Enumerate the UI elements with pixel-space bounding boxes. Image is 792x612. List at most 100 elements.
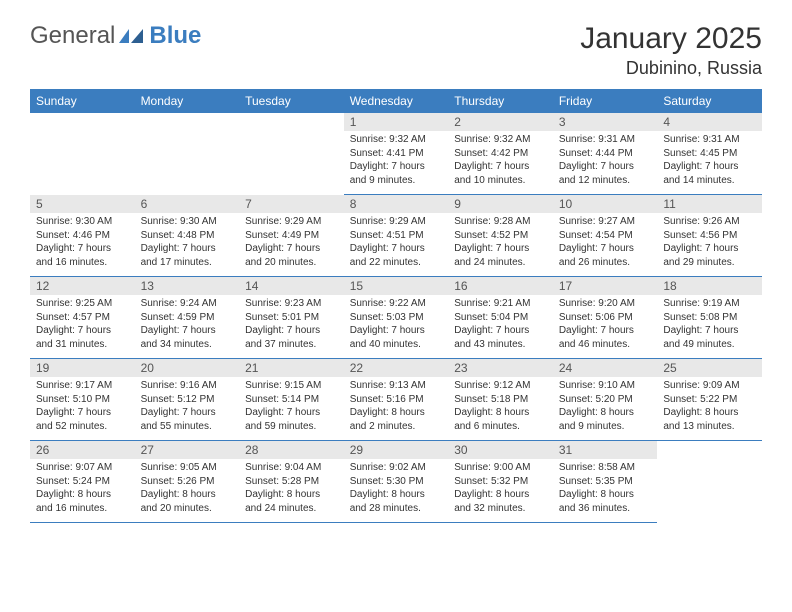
day-content: Sunrise: 9:31 AMSunset: 4:45 PMDaylight:… bbox=[657, 131, 762, 187]
daylight: Daylight: 7 hours and 24 minutes. bbox=[454, 242, 547, 269]
sunset: Sunset: 4:56 PM bbox=[663, 229, 756, 243]
daylight: Daylight: 7 hours and 49 minutes. bbox=[663, 324, 756, 351]
sunset: Sunset: 5:08 PM bbox=[663, 311, 756, 325]
calendar-cell: 22Sunrise: 9:13 AMSunset: 5:16 PMDayligh… bbox=[344, 359, 449, 441]
daylight: Daylight: 7 hours and 40 minutes. bbox=[350, 324, 443, 351]
daylight: Daylight: 8 hours and 28 minutes. bbox=[350, 488, 443, 515]
sunrise: Sunrise: 9:15 AM bbox=[245, 379, 338, 393]
weekday-header: Sunday bbox=[30, 89, 135, 113]
day-content: Sunrise: 9:32 AMSunset: 4:42 PMDaylight:… bbox=[448, 131, 553, 187]
day-number: 27 bbox=[135, 441, 240, 459]
sunrise: Sunrise: 9:20 AM bbox=[559, 297, 652, 311]
calendar-cell: 16Sunrise: 9:21 AMSunset: 5:04 PMDayligh… bbox=[448, 277, 553, 359]
daylight: Daylight: 8 hours and 13 minutes. bbox=[663, 406, 756, 433]
day-number: 17 bbox=[553, 277, 658, 295]
daylight: Daylight: 8 hours and 20 minutes. bbox=[141, 488, 234, 515]
day-content: Sunrise: 9:22 AMSunset: 5:03 PMDaylight:… bbox=[344, 295, 449, 351]
sunset: Sunset: 5:24 PM bbox=[36, 475, 129, 489]
sunrise: Sunrise: 9:09 AM bbox=[663, 379, 756, 393]
day-number: 1 bbox=[344, 113, 449, 131]
sunset: Sunset: 5:04 PM bbox=[454, 311, 547, 325]
sunset: Sunset: 4:42 PM bbox=[454, 147, 547, 161]
day-content: Sunrise: 9:05 AMSunset: 5:26 PMDaylight:… bbox=[135, 459, 240, 515]
calendar-week-row: 5Sunrise: 9:30 AMSunset: 4:46 PMDaylight… bbox=[30, 195, 762, 277]
sunset: Sunset: 5:26 PM bbox=[141, 475, 234, 489]
calendar-cell: 12Sunrise: 9:25 AMSunset: 4:57 PMDayligh… bbox=[30, 277, 135, 359]
day-content: Sunrise: 9:19 AMSunset: 5:08 PMDaylight:… bbox=[657, 295, 762, 351]
calendar-cell: 28Sunrise: 9:04 AMSunset: 5:28 PMDayligh… bbox=[239, 441, 344, 523]
sunset: Sunset: 4:52 PM bbox=[454, 229, 547, 243]
calendar-cell: 31Sunrise: 8:58 AMSunset: 5:35 PMDayligh… bbox=[553, 441, 658, 523]
day-content: Sunrise: 9:17 AMSunset: 5:10 PMDaylight:… bbox=[30, 377, 135, 433]
calendar-cell: 23Sunrise: 9:12 AMSunset: 5:18 PMDayligh… bbox=[448, 359, 553, 441]
calendar-cell bbox=[135, 113, 240, 195]
daylight: Daylight: 7 hours and 26 minutes. bbox=[559, 242, 652, 269]
sunset: Sunset: 5:35 PM bbox=[559, 475, 652, 489]
daylight: Daylight: 7 hours and 52 minutes. bbox=[36, 406, 129, 433]
daylight: Daylight: 7 hours and 46 minutes. bbox=[559, 324, 652, 351]
weekday-header: Tuesday bbox=[239, 89, 344, 113]
logo-text-blue: Blue bbox=[149, 22, 201, 50]
sunrise: Sunrise: 9:05 AM bbox=[141, 461, 234, 475]
daylight: Daylight: 8 hours and 6 minutes. bbox=[454, 406, 547, 433]
calendar-cell: 13Sunrise: 9:24 AMSunset: 4:59 PMDayligh… bbox=[135, 277, 240, 359]
sunrise: Sunrise: 9:22 AM bbox=[350, 297, 443, 311]
sunrise: Sunrise: 9:29 AM bbox=[350, 215, 443, 229]
calendar-cell: 20Sunrise: 9:16 AMSunset: 5:12 PMDayligh… bbox=[135, 359, 240, 441]
location: Dubinino, Russia bbox=[580, 58, 762, 79]
logo: General Blue bbox=[30, 22, 201, 50]
sunset: Sunset: 4:49 PM bbox=[245, 229, 338, 243]
daylight: Daylight: 7 hours and 16 minutes. bbox=[36, 242, 129, 269]
day-number: 10 bbox=[553, 195, 658, 213]
weekday-header: Wednesday bbox=[344, 89, 449, 113]
day-number: 23 bbox=[448, 359, 553, 377]
day-content: Sunrise: 9:04 AMSunset: 5:28 PMDaylight:… bbox=[239, 459, 344, 515]
sunrise: Sunrise: 9:30 AM bbox=[141, 215, 234, 229]
day-number: 21 bbox=[239, 359, 344, 377]
sunset: Sunset: 5:14 PM bbox=[245, 393, 338, 407]
day-content: Sunrise: 9:00 AMSunset: 5:32 PMDaylight:… bbox=[448, 459, 553, 515]
calendar-cell: 11Sunrise: 9:26 AMSunset: 4:56 PMDayligh… bbox=[657, 195, 762, 277]
calendar-cell: 4Sunrise: 9:31 AMSunset: 4:45 PMDaylight… bbox=[657, 113, 762, 195]
day-number: 8 bbox=[344, 195, 449, 213]
calendar-cell: 26Sunrise: 9:07 AMSunset: 5:24 PMDayligh… bbox=[30, 441, 135, 523]
sunset: Sunset: 5:28 PM bbox=[245, 475, 338, 489]
daylight: Daylight: 7 hours and 43 minutes. bbox=[454, 324, 547, 351]
day-number: 26 bbox=[30, 441, 135, 459]
day-number: 30 bbox=[448, 441, 553, 459]
sunrise: Sunrise: 9:04 AM bbox=[245, 461, 338, 475]
calendar-cell: 14Sunrise: 9:23 AMSunset: 5:01 PMDayligh… bbox=[239, 277, 344, 359]
sunrise: Sunrise: 9:23 AM bbox=[245, 297, 338, 311]
calendar-cell bbox=[30, 113, 135, 195]
calendar-cell: 24Sunrise: 9:10 AMSunset: 5:20 PMDayligh… bbox=[553, 359, 658, 441]
day-content: Sunrise: 9:10 AMSunset: 5:20 PMDaylight:… bbox=[553, 377, 658, 433]
sunset: Sunset: 5:18 PM bbox=[454, 393, 547, 407]
calendar-cell: 27Sunrise: 9:05 AMSunset: 5:26 PMDayligh… bbox=[135, 441, 240, 523]
calendar-cell: 9Sunrise: 9:28 AMSunset: 4:52 PMDaylight… bbox=[448, 195, 553, 277]
calendar-cell: 21Sunrise: 9:15 AMSunset: 5:14 PMDayligh… bbox=[239, 359, 344, 441]
day-number: 15 bbox=[344, 277, 449, 295]
sunrise: Sunrise: 9:27 AM bbox=[559, 215, 652, 229]
day-number: 11 bbox=[657, 195, 762, 213]
weekday-header: Thursday bbox=[448, 89, 553, 113]
daylight: Daylight: 7 hours and 29 minutes. bbox=[663, 242, 756, 269]
day-content: Sunrise: 9:30 AMSunset: 4:46 PMDaylight:… bbox=[30, 213, 135, 269]
day-content: Sunrise: 9:24 AMSunset: 4:59 PMDaylight:… bbox=[135, 295, 240, 351]
sunrise: Sunrise: 9:31 AM bbox=[559, 133, 652, 147]
calendar: SundayMondayTuesdayWednesdayThursdayFrid… bbox=[30, 89, 762, 523]
calendar-cell: 25Sunrise: 9:09 AMSunset: 5:22 PMDayligh… bbox=[657, 359, 762, 441]
sunrise: Sunrise: 9:31 AM bbox=[663, 133, 756, 147]
calendar-body: 1Sunrise: 9:32 AMSunset: 4:41 PMDaylight… bbox=[30, 113, 762, 523]
daylight: Daylight: 7 hours and 34 minutes. bbox=[141, 324, 234, 351]
calendar-cell: 6Sunrise: 9:30 AMSunset: 4:48 PMDaylight… bbox=[135, 195, 240, 277]
sunset: Sunset: 5:06 PM bbox=[559, 311, 652, 325]
sunset: Sunset: 4:59 PM bbox=[141, 311, 234, 325]
day-content: Sunrise: 9:32 AMSunset: 4:41 PMDaylight:… bbox=[344, 131, 449, 187]
calendar-cell: 7Sunrise: 9:29 AMSunset: 4:49 PMDaylight… bbox=[239, 195, 344, 277]
day-number: 14 bbox=[239, 277, 344, 295]
daylight: Daylight: 7 hours and 37 minutes. bbox=[245, 324, 338, 351]
day-number: 22 bbox=[344, 359, 449, 377]
weekday-header: Friday bbox=[553, 89, 658, 113]
calendar-cell: 29Sunrise: 9:02 AMSunset: 5:30 PMDayligh… bbox=[344, 441, 449, 523]
day-number: 2 bbox=[448, 113, 553, 131]
